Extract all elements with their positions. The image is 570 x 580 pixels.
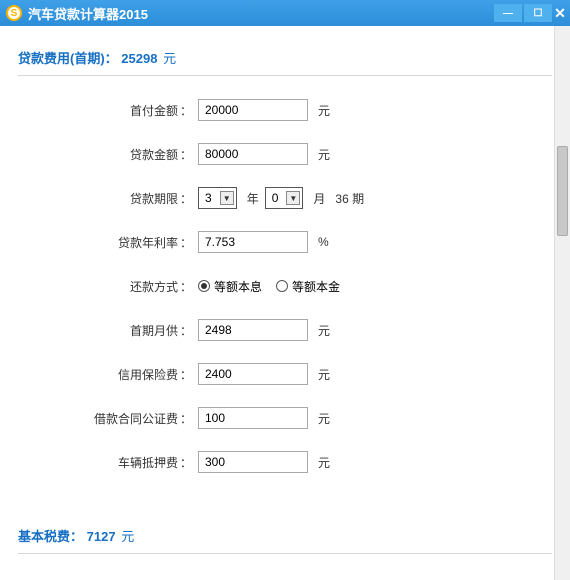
row-loan-term: 贷款期限： 3 ▼ 年 0 ▼ 月 36 期 — [18, 186, 552, 210]
unit-down-payment: 元 — [318, 102, 330, 119]
section-tax-unit: 元 — [121, 529, 134, 544]
section-tax-header: 基本税费： 7127 元 — [18, 504, 552, 554]
unit-annual-rate: % — [318, 235, 329, 249]
section-loan-fee-label: 贷款费用(首期)： — [18, 51, 118, 66]
scrollbar-thumb[interactable] — [557, 146, 568, 236]
label-repay-method: 还款方式 — [130, 280, 178, 294]
label-loan-term: 贷款期限 — [130, 192, 178, 206]
chevron-down-icon: ▼ — [220, 191, 234, 205]
row-notary-fee: 借款合同公证费： 元 — [18, 406, 552, 430]
radio-label-equal-installment: 等额本息 — [214, 278, 262, 295]
row-loan-amount: 贷款金额： 元 — [18, 142, 552, 166]
select-months[interactable]: 0 ▼ — [265, 187, 304, 209]
row-annual-rate: 贷款年利率： % — [18, 230, 552, 254]
label-down-payment: 首付金额 — [130, 104, 178, 118]
input-mortgage-fee[interactable] — [198, 451, 308, 473]
app-icon: S — [6, 5, 22, 21]
section-loan-fee-header: 贷款费用(首期)： 25298 元 — [18, 26, 552, 76]
input-first-monthly[interactable] — [198, 319, 308, 341]
window-controls: — ☐ ✕ — [494, 4, 566, 22]
select-months-value: 0 — [272, 191, 279, 205]
row-credit-insurance: 信用保险费： 元 — [18, 362, 552, 386]
section-tax-value: 7127 — [87, 529, 116, 544]
minimize-button[interactable]: — — [494, 4, 522, 22]
input-loan-amount[interactable] — [198, 143, 308, 165]
label-loan-amount: 贷款金额 — [130, 148, 178, 162]
input-notary-fee[interactable] — [198, 407, 308, 429]
input-annual-rate[interactable] — [198, 231, 308, 253]
window-titlebar: S 汽车贷款计算器2015 — ☐ ✕ — [0, 0, 570, 26]
label-first-monthly: 首期月供 — [130, 324, 178, 338]
section-loan-fee-value: 25298 — [121, 51, 157, 66]
section-loan-fee-unit: 元 — [163, 51, 176, 66]
row-first-monthly: 首期月供： 元 — [18, 318, 552, 342]
input-down-payment[interactable] — [198, 99, 308, 121]
unit-credit-insurance: 元 — [318, 366, 330, 383]
row-down-payment: 首付金额： 元 — [18, 98, 552, 122]
vertical-scrollbar[interactable] — [554, 26, 570, 580]
row-repay-method: 还款方式： 等额本息 等额本金 — [18, 274, 552, 298]
maximize-button[interactable]: ☐ — [524, 4, 552, 22]
unit-mortgage-fee: 元 — [318, 454, 330, 471]
unit-notary-fee: 元 — [318, 410, 330, 427]
radio-label-equal-principal: 等额本金 — [292, 278, 340, 295]
label-notary-fee: 借款合同公证费 — [94, 412, 178, 426]
input-credit-insurance[interactable] — [198, 363, 308, 385]
unit-months: 月 — [313, 190, 325, 207]
total-periods: 36 期 — [335, 190, 364, 207]
label-annual-rate: 贷款年利率 — [118, 236, 178, 250]
close-button[interactable]: ✕ — [554, 4, 566, 22]
unit-loan-amount: 元 — [318, 146, 330, 163]
label-credit-insurance: 信用保险费 — [118, 368, 178, 382]
window-title: 汽车贷款计算器2015 — [28, 4, 148, 23]
select-years-value: 3 — [205, 191, 212, 205]
radio-equal-installment[interactable]: 等额本息 — [198, 278, 262, 295]
label-mortgage-fee: 车辆抵押费 — [118, 456, 178, 470]
radio-equal-principal[interactable]: 等额本金 — [276, 278, 340, 295]
radio-icon — [198, 280, 210, 292]
unit-years: 年 — [247, 190, 259, 207]
chevron-down-icon: ▼ — [286, 191, 300, 205]
row-mortgage-fee: 车辆抵押费： 元 — [18, 450, 552, 474]
unit-first-monthly: 元 — [318, 322, 330, 339]
radio-icon — [276, 280, 288, 292]
loan-form: 首付金额： 元 贷款金额： 元 贷款期限： 3 ▼ 年 0 — [18, 76, 552, 504]
content-area: 贷款费用(首期)： 25298 元 首付金额： 元 贷款金额： 元 贷款期限： … — [0, 26, 570, 580]
select-years[interactable]: 3 ▼ — [198, 187, 237, 209]
section-tax-label: 基本税费： — [18, 529, 83, 544]
